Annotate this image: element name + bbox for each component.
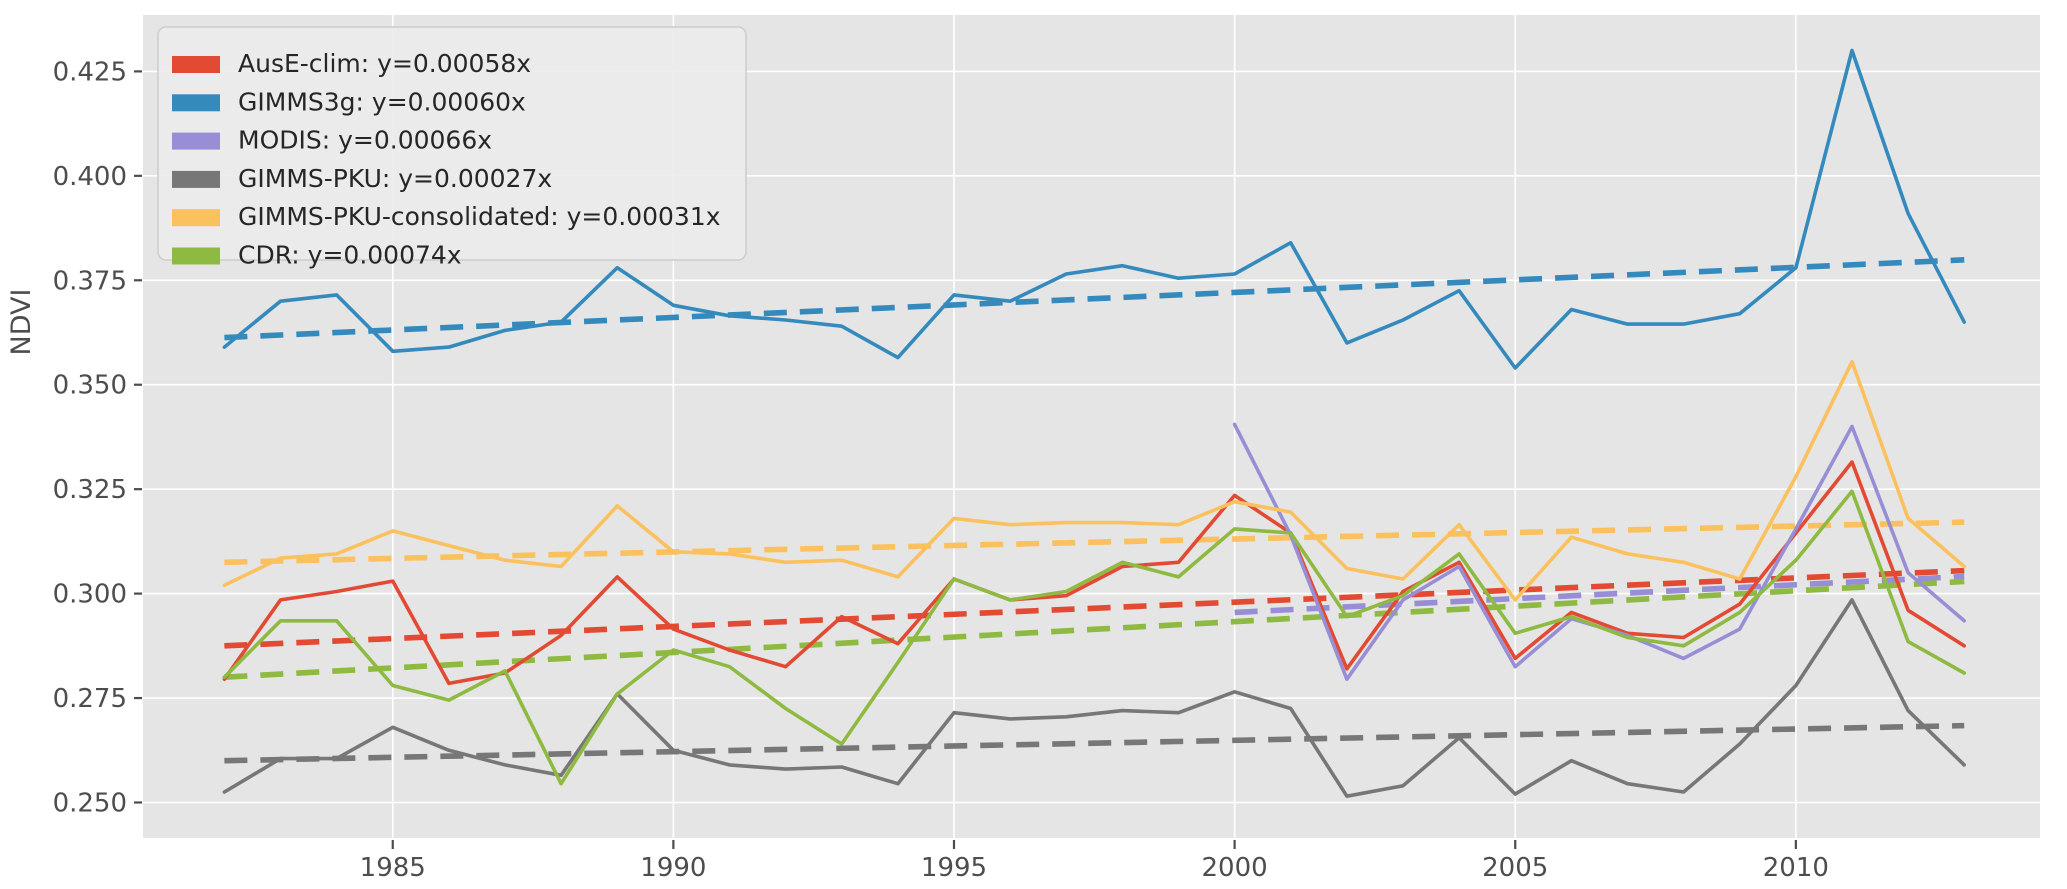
legend-swatch-AusE-clim bbox=[172, 56, 220, 73]
y-tick-label: 0.325 bbox=[53, 475, 127, 505]
y-tick-label: 0.375 bbox=[53, 266, 127, 296]
legend-swatch-MODIS bbox=[172, 132, 220, 150]
series-line-GIMMS-PKU-consolidated bbox=[222, 359, 1966, 602]
legend-label-AusE-clim: AusE-clim: y=0.00058x bbox=[238, 49, 531, 78]
trend-line-GIMMS-PKU-consolidated bbox=[224, 519, 1965, 566]
x-tick-label: 2000 bbox=[1202, 853, 1268, 883]
y-tick-label: 0.300 bbox=[53, 580, 127, 610]
legend-swatch-CDR bbox=[172, 247, 220, 265]
y-tick-label: 0.400 bbox=[53, 162, 127, 192]
legend-label-CDR: CDR: y=0.00074x bbox=[238, 241, 462, 270]
series-line-AusE-clim bbox=[222, 460, 1966, 686]
x-tick-label: 2010 bbox=[1763, 853, 1829, 883]
y-axis-label: NDVI bbox=[6, 289, 37, 356]
y-tick-label: 0.275 bbox=[53, 684, 127, 714]
y-tick-label: 0.350 bbox=[53, 371, 127, 401]
legend-box bbox=[157, 26, 747, 261]
x-tick-label: 1985 bbox=[360, 853, 426, 883]
trend-line-GIMMS3g bbox=[224, 257, 1965, 341]
y-tick-label: 0.425 bbox=[53, 57, 127, 87]
y-tick-label: 0.250 bbox=[53, 788, 127, 818]
trend-line-AusE-clim bbox=[224, 567, 1965, 649]
x-tick-label: 1995 bbox=[921, 853, 987, 883]
trend-line-MODIS bbox=[1234, 573, 1965, 616]
legend-label-GIMMS-PKU-consolidated: GIMMS-PKU-consolidated: y=0.00031x bbox=[238, 202, 721, 231]
legend-swatch-GIMMS-PKU bbox=[172, 170, 220, 188]
legend-swatch-GIMMS3g bbox=[172, 94, 220, 112]
legend-label-GIMMS3g: GIMMS3g: y=0.00060x bbox=[238, 87, 526, 116]
trend-line-GIMMS-PKU bbox=[224, 722, 1965, 764]
legend-label-MODIS: MODIS: y=0.00066x bbox=[238, 126, 492, 155]
series-line-GIMMS3g bbox=[222, 48, 1966, 370]
series-line-GIMMS-PKU bbox=[222, 598, 1966, 799]
x-tick-label: 1990 bbox=[640, 853, 706, 883]
x-tick-label: 2005 bbox=[1482, 853, 1548, 883]
series-line-CDR bbox=[222, 489, 1966, 786]
legend-swatch-GIMMS-PKU-consolidated bbox=[172, 209, 220, 227]
legend-label-GIMMS-PKU: GIMMS-PKU: y=0.00027x bbox=[238, 164, 552, 193]
trend-line-CDR bbox=[224, 578, 1965, 680]
